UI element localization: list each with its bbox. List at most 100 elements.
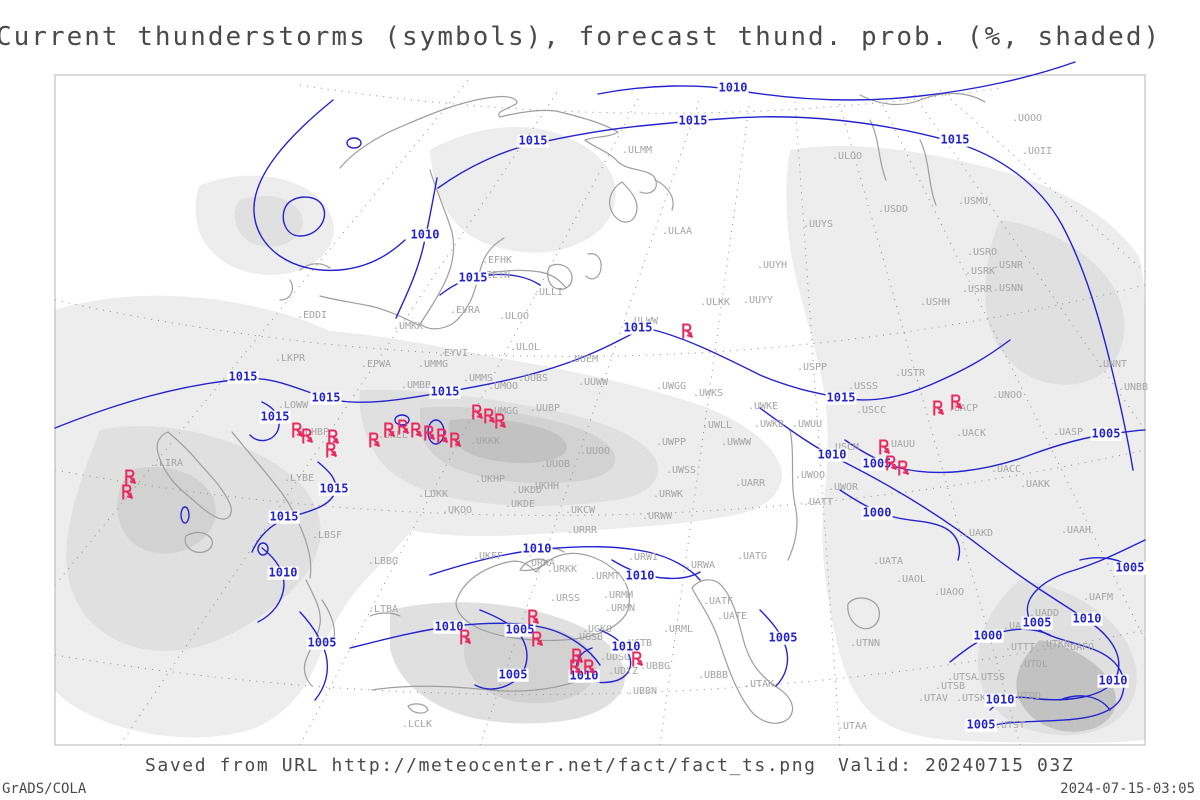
station-label: .ULMM — [621, 145, 653, 156]
isobar-value-label: 1015 — [227, 369, 259, 384]
valid-time-text: Valid: 20240715 03Z — [838, 755, 1075, 776]
thunderstorm-symbol — [326, 442, 338, 458]
station-label: .URKK — [546, 564, 578, 575]
isobar-value-label: 1010 — [267, 565, 299, 580]
station-label: .USDD — [877, 204, 909, 215]
station-label: .UDSG — [599, 652, 631, 663]
station-label: .LTBA — [367, 604, 399, 615]
station-label: .UATT — [802, 497, 834, 508]
creation-timestamp: 2024-07-15-03:05 — [1060, 781, 1195, 797]
isobar-value-label: 1010 — [1097, 673, 1129, 688]
station-label: .UNBB — [1117, 382, 1149, 393]
station-label: .UKKK — [469, 436, 501, 447]
isobar-value-label: 1005 — [306, 635, 338, 650]
station-label: .UTTT — [1004, 642, 1036, 653]
station-label: .UKHH — [528, 481, 560, 492]
station-label: .UAUU — [884, 439, 916, 450]
station-label: .USMU — [957, 196, 989, 207]
station-label: .UWGG — [655, 381, 687, 392]
isobar-value-label: 1000 — [972, 628, 1004, 643]
isobar-value-label: 1015 — [939, 132, 971, 147]
map-title: Current thunderstorms (symbols), forecas… — [0, 22, 1162, 52]
thunderstorm-symbol — [570, 659, 582, 675]
station-label: .USCM — [828, 442, 860, 453]
probability-shading-layer — [55, 126, 1145, 743]
station-label: .UWUU — [791, 419, 823, 430]
isobar-value-label: 1010 — [409, 227, 441, 242]
station-label: .ULWW — [628, 317, 658, 327]
station-label: .URMT — [589, 571, 621, 582]
isobar-value-label: 1005 — [1090, 426, 1122, 441]
station-label: .EFHK — [481, 255, 513, 266]
station-label: .ULLI — [532, 287, 564, 298]
station-label: .LCLK — [401, 719, 433, 730]
station-label: .UBBN — [626, 686, 658, 697]
station-label: .UMKK — [392, 321, 424, 332]
thunderstorm-symbol — [450, 432, 462, 448]
station-label: .UDYZ — [607, 666, 639, 677]
isobar-value-label: 1005 — [1114, 560, 1146, 575]
station-label: .UTDD — [1010, 691, 1042, 702]
isobar-value-label: 1010 — [610, 639, 642, 654]
station-label: .UTAA — [836, 721, 868, 732]
isobar-value-label: 1010 — [816, 447, 848, 462]
station-label: .UGKO — [581, 624, 613, 635]
station-label: .URWK — [652, 489, 684, 500]
grads-credit: GrADS/COLA — [2, 781, 87, 797]
thunderstorm-symbol — [460, 629, 472, 645]
isobar-value-label: 1010 — [717, 80, 749, 95]
station-label: .UATA — [872, 556, 904, 567]
station-label: .UAFO — [1063, 642, 1095, 653]
thunderstorm-symbol — [898, 460, 910, 476]
thunderstorm-symbol — [411, 422, 423, 438]
station-label: .UNNT — [1096, 359, 1128, 370]
coastline-layer — [156, 92, 986, 724]
station-label: .UUOO — [579, 446, 611, 457]
station-label: .UBBB — [697, 670, 729, 681]
station-label: .USHH — [919, 297, 951, 308]
station-label: .UACC — [990, 464, 1022, 475]
station-label: .UACP — [947, 403, 979, 414]
station-label: .UTST — [994, 720, 1026, 731]
thunderstorm-symbol — [292, 422, 304, 438]
station-label: .UTKN — [1039, 639, 1071, 650]
station-label: .LBBG — [367, 556, 399, 567]
station-label: .UTSK — [955, 693, 987, 704]
station-label: .UTSA — [946, 672, 978, 683]
isobar-value-label: 1005 — [767, 630, 799, 645]
isobar-value-label: 1015 — [457, 270, 489, 285]
isobar-value-label: 1005 — [504, 622, 536, 637]
station-label: .UWOO — [794, 470, 826, 481]
station-label: .UKDD — [511, 485, 543, 496]
thunderstorm-symbol — [398, 419, 410, 435]
station-label: .URSS — [549, 593, 581, 604]
station-label: .LOWW — [277, 400, 309, 411]
station-label: .USRK — [964, 266, 996, 277]
isobar-value-label: 1015 — [622, 320, 654, 335]
station-label: .UWKE — [747, 401, 779, 412]
station-label: .USPP — [796, 362, 828, 373]
station-label: .UKOO — [441, 505, 473, 516]
thunderstorm-symbol — [572, 648, 584, 664]
station-label: .ULAA — [661, 226, 693, 237]
station-label: .USNN — [992, 283, 1024, 294]
station-label: .UMMS — [462, 373, 494, 384]
station-label: .LBSF — [311, 530, 343, 541]
station-label: .EDDI — [296, 310, 328, 321]
station-label: .UAOO — [933, 587, 965, 598]
station-label: .UMGG — [487, 406, 519, 417]
thunderstorm-symbol — [951, 394, 963, 410]
station-label: .UUYH — [756, 260, 788, 271]
isobar-value-label: 1000 — [861, 505, 893, 520]
station-label: .UNOO — [991, 390, 1023, 401]
station-label: .UACK — [955, 428, 987, 439]
station-label: .UASP — [1052, 427, 1084, 438]
station-label: .UWKS — [692, 388, 724, 399]
station-label: .EYVI — [437, 348, 469, 359]
isobar-value-label: 1015 — [677, 113, 709, 128]
map-frame — [54, 74, 1146, 746]
station-label: .URKA — [524, 558, 556, 569]
station-label: .LYBE — [283, 473, 315, 484]
station-label: .UKDE — [504, 499, 536, 510]
